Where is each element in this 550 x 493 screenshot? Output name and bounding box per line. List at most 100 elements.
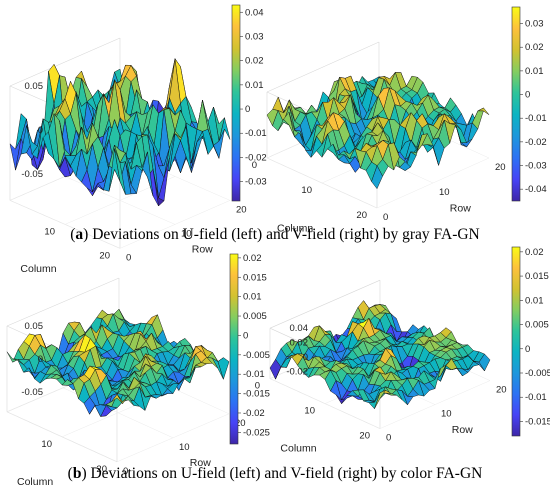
surface-mesh <box>9 58 231 207</box>
colorbar: 0.04 0.03 0.02 0.01 0 -0.01 -0.02 -0.03 <box>231 4 267 202</box>
colorbar-tick-label: 0.005 <box>243 311 267 322</box>
caption-b: (b) Deviations on U-field (left) and V-f… <box>67 465 483 482</box>
column-axis-label: Column <box>277 223 313 235</box>
colorbar: 0.03 0.02 0.01 0 -0.01 -0.02 -0.03 -0.04 <box>511 6 547 202</box>
column-tick-label: 20 <box>359 431 370 442</box>
caption-b-label: b <box>72 465 82 482</box>
box-edge <box>269 279 381 329</box>
row-axis-label: Row <box>192 243 213 255</box>
colorbar-gradient <box>511 6 521 202</box>
z-tick-label: 0 <box>38 125 43 136</box>
colorbar-tick-label: -0.04 <box>525 184 547 195</box>
caption-a-text: ) Deviations on U-field (left) and V-fie… <box>83 226 480 243</box>
surface-panel-b-right: 0 10 20 0 10 20 Column Row 0.04 0.02 0 -0.02 <box>255 279 507 455</box>
row-tick-label: 20 <box>235 418 246 429</box>
column-tick-label: 20 <box>99 250 110 261</box>
colorbar-tick-label: -0.02 <box>243 408 265 419</box>
colorbar-tick-label: -0.01 <box>245 128 267 139</box>
row-tick-label: 10 <box>441 409 452 420</box>
box-edge <box>266 41 380 93</box>
surface-face <box>114 148 126 195</box>
colorbar-tick-label: -0.01 <box>525 113 547 124</box>
column-tick-label: 10 <box>304 406 315 417</box>
colorbar-tick-label: -0.005 <box>243 350 270 361</box>
row-tick-label: 0 <box>126 252 131 263</box>
surface-mesh <box>6 308 230 417</box>
z-tick-label: -0.05 <box>21 169 43 180</box>
column-axis-label: Column <box>20 263 56 275</box>
colorbar-tick-label: 0.03 <box>525 19 544 30</box>
z-tick-label: -0.02 <box>286 366 308 377</box>
z-tick-label: 0.02 <box>290 338 309 349</box>
caption-a-label: a <box>75 226 84 243</box>
colorbar-tick-label: 0.02 <box>245 56 264 67</box>
row-tick-label: 0 <box>386 433 391 444</box>
row-tick-label: 10 <box>179 442 190 453</box>
surface-face <box>374 390 386 409</box>
caption-b-text: ) Deviations on U-field (left) and V-fie… <box>81 465 483 482</box>
colorbar-gradient <box>229 253 239 445</box>
surface-panel-a-right: 0 10 20 0 10 20 Column Row <box>252 41 506 235</box>
floor-grid-line <box>119 200 231 249</box>
colorbar-tick-label: 0.03 <box>245 31 264 42</box>
floor-grid-line <box>379 380 491 429</box>
surface-mesh <box>269 300 491 409</box>
colorbar-tick-label: 0 <box>525 344 530 355</box>
colorbar-tick-label: 0.01 <box>245 80 264 91</box>
column-tick-label: 20 <box>356 210 367 221</box>
colorbar-tick-label: 0.005 <box>525 320 549 331</box>
colorbar-tick-label: -0.01 <box>243 369 265 380</box>
colorbar-tick-label: 0.02 <box>525 42 544 53</box>
colorbar-gradient <box>511 246 521 437</box>
colorbar-tick-label: -0.025 <box>243 427 270 438</box>
column-tick-label: 0 <box>255 381 260 392</box>
z-tick-label: -0.05 <box>21 387 43 398</box>
colorbar-tick-label: -0.03 <box>245 177 267 188</box>
surface-face <box>371 165 383 189</box>
row-tick-label: 20 <box>495 162 506 173</box>
colorbar-tick-label: -0.02 <box>525 137 547 148</box>
colorbar-tick-label: 0 <box>525 90 530 101</box>
row-axis-label: Row <box>450 202 471 214</box>
surface-panel-b-left: 0 10 20 0 10 20 Column Row 0.05 0 -0.05 <box>6 277 246 488</box>
colorbar-tick-label: -0.03 <box>525 161 547 172</box>
z-tick-label: 0 <box>303 352 308 363</box>
colorbar-tick-label: 0 <box>243 330 248 341</box>
colorbar-gradient <box>231 4 241 202</box>
row-axis-label: Row <box>452 424 473 436</box>
caption-a: (a) Deviations on U-field (left) and V-f… <box>70 226 480 243</box>
column-tick-label: 10 <box>44 226 55 237</box>
colorbar-tick-label: 0.015 <box>525 271 549 282</box>
column-axis-label: Column <box>280 443 316 455</box>
box-edge <box>6 277 120 327</box>
row-tick-label: 0 <box>123 466 128 477</box>
column-axis-label: Column <box>17 476 53 488</box>
row-tick-label: 10 <box>181 228 192 239</box>
colorbar-tick-label: 0 <box>245 104 250 115</box>
floor-grid-line <box>116 413 230 463</box>
colorbar-tick-label: 0.015 <box>243 272 267 283</box>
row-tick-label: 0 <box>383 212 388 223</box>
box-edge <box>9 37 121 87</box>
colorbar-tick-label: 0.01 <box>525 66 544 77</box>
floor-grid-line <box>376 157 490 209</box>
colorbar-tick-label: 0.04 <box>245 7 264 18</box>
colorbar-tick-label: -0.015 <box>243 389 270 400</box>
colorbar-tick-label: 0.02 <box>243 253 262 264</box>
z-tick-label: 0.05 <box>25 321 44 332</box>
surface-mesh <box>266 72 490 189</box>
row-tick-label: 10 <box>439 187 450 198</box>
colorbar: 0.02 0.015 0.01 0.005 0 -0.005 -0.01 -0.015 -0.0… <box>229 253 270 445</box>
colorbar-tick-label: -0.005 <box>525 368 550 379</box>
colorbar-tick-label: 0.02 <box>525 247 544 258</box>
row-axis-label: Row <box>190 457 211 469</box>
z-tick-label: 0 <box>38 354 43 365</box>
column-tick-label: 10 <box>301 185 312 196</box>
surface-panel-a-left: 0 10 20 0 10 20 Column Row 0.05 0 -0.05 <box>9 37 247 275</box>
column-tick-label: 20 <box>96 464 107 475</box>
z-tick-label: 0.05 <box>25 81 44 92</box>
colorbar-tick-label: -0.02 <box>245 152 267 163</box>
row-tick-label: 20 <box>236 204 247 215</box>
